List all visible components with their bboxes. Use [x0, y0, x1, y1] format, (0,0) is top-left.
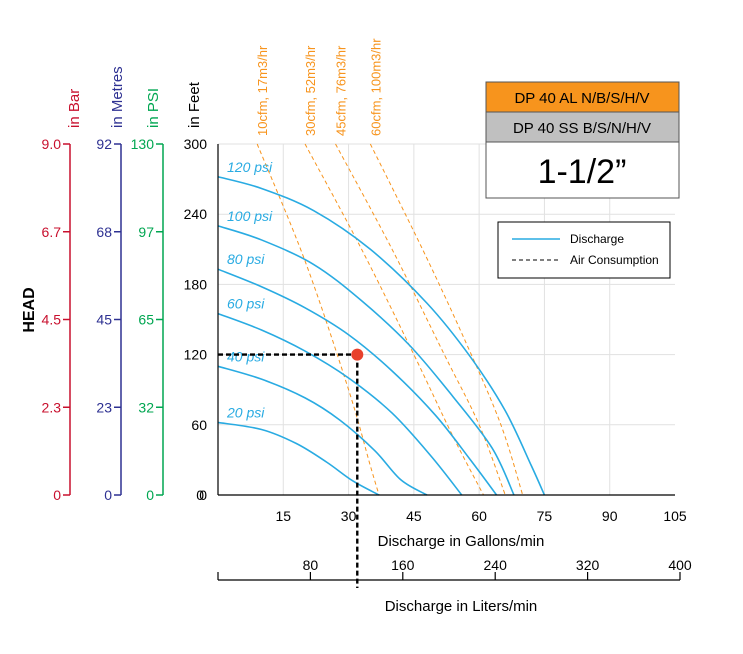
feet-axis-title: in Feet [186, 81, 203, 128]
bar-tick-label: 6.7 [42, 224, 62, 240]
feet-tick-label: 180 [184, 276, 208, 292]
operating-point [218, 348, 364, 588]
feet-axis: in Feet 0 60 120 180 240 300 [184, 81, 208, 503]
discharge-curve-label: 120 psi [227, 159, 273, 175]
air-line [369, 143, 524, 496]
gallons-tick-label: 105 [663, 508, 687, 524]
liters-axis-title: Discharge in Liters/min [385, 598, 538, 615]
legend: Discharge Air Consumption [497, 221, 671, 279]
discharge-curves: 120 psi 100 psi 80 psi 60 psi 40 psi 20 psi [217, 159, 546, 496]
feet-tick-label: 120 [184, 347, 208, 363]
grid [218, 143, 675, 495]
gallons-axis-title: Discharge in Gallons/min [378, 533, 545, 550]
psi-axis-ticks: 0 32 65 97 130 [131, 136, 164, 503]
air-line-label: 60cfm, 100m3/hr [368, 38, 383, 136]
discharge-curve-label: 100 psi [227, 208, 273, 224]
discharge-curve [217, 365, 428, 496]
head-label: HEAD [21, 287, 38, 332]
operating-point-marker [351, 348, 364, 361]
legend-discharge-label: Discharge [570, 232, 624, 246]
metres-tick-label: 45 [96, 312, 112, 328]
liters-tick-label: 320 [576, 557, 600, 573]
gallons-tick-label: 60 [471, 508, 487, 524]
metres-tick-label: 23 [96, 399, 112, 415]
discharge-curve [217, 175, 546, 496]
metres-tick-label: 92 [96, 136, 112, 152]
feet-tick-label: 0 [196, 487, 204, 503]
discharge-curve-label: 60 psi [227, 296, 265, 312]
air-line [304, 143, 484, 496]
psi-tick-label: 97 [138, 224, 154, 240]
metres-tick-label: 0 [104, 487, 112, 503]
liters-tick-label: 240 [484, 557, 508, 573]
model-ss-label: DP 40 SS B/S/N/H/V [513, 120, 651, 137]
gallons-tick-label: 75 [537, 508, 553, 524]
metres-tick-label: 68 [96, 224, 112, 240]
legend-box [497, 221, 671, 279]
psi-tick-label: 65 [138, 312, 154, 328]
discharge-curve-label: 20 psi [226, 404, 265, 420]
discharge-curve-label: 40 psi [227, 348, 265, 364]
psi-tick-label: 0 [146, 487, 154, 503]
size-box [485, 141, 680, 199]
bar-tick-label: 0 [53, 487, 61, 503]
discharge-curve-label: 80 psi [227, 251, 265, 267]
gallons-tick-label: 15 [275, 508, 291, 524]
air-line [256, 143, 380, 496]
bar-tick-label: 9.0 [42, 136, 62, 152]
feet-tick-label: 300 [184, 136, 208, 152]
discharge-curve [217, 312, 463, 496]
gallons-tick-label: 45 [406, 508, 422, 524]
liters-tick-label: 160 [391, 557, 415, 573]
metres-axis-ticks: 0 23 45 68 92 [96, 136, 122, 503]
legend-air-label: Air Consumption [570, 253, 659, 267]
psi-axis: in PSI 0 32 65 97 130 [131, 88, 164, 503]
size-label: 1-1/2” [538, 153, 627, 191]
bar-axis-ticks: 0 2.3 4.5 6.7 9.0 [42, 136, 71, 503]
feet-tick-label: 240 [184, 206, 208, 222]
model-boxes: DP 40 AL N/B/S/H/V DP 40 SS B/S/N/H/V 1-… [485, 81, 680, 199]
liters-tick-label: 80 [303, 557, 319, 573]
air-consumption-lines: 10cfm, 17m3/hr 30cfm, 52m3/hr 45cfm, 76m3/… [255, 38, 524, 496]
psi-axis-title: in PSI [145, 88, 162, 128]
gallons-axis-ticks: 15 30 45 60 75 90 105 0 [196, 487, 687, 524]
psi-tick-label: 32 [138, 399, 154, 415]
model-al-label: DP 40 AL N/B/S/H/V [514, 90, 649, 107]
discharge-curve [217, 268, 498, 496]
gallons-tick-label: 90 [602, 508, 618, 524]
air-line-label: 30cfm, 52m3/hr [303, 45, 318, 136]
bar-tick-label: 4.5 [42, 312, 62, 328]
feet-tick-label: 60 [191, 417, 207, 433]
discharge-curve [217, 421, 380, 496]
model-ss-box [485, 111, 680, 143]
bar-axis: in Bar 0 2.3 4.5 6.7 9.0 [42, 89, 83, 503]
air-line [335, 143, 506, 496]
air-line-label: 45cfm, 76m3/hr [334, 45, 349, 136]
air-line-label: 10cfm, 17m3/hr [255, 45, 270, 136]
psi-tick-label: 130 [131, 136, 155, 152]
gallons-tick-label: 30 [341, 508, 357, 524]
bar-tick-label: 2.3 [42, 399, 62, 415]
metres-axis: in Metres 0 23 45 68 92 [96, 66, 126, 503]
liters-axis: 80 160 240 320 400 [217, 557, 692, 581]
feet-tick-label: 0 [199, 487, 207, 503]
liters-tick-label: 400 [668, 557, 692, 573]
feet-axis-ticks: 0 60 120 180 240 300 [184, 136, 208, 503]
metres-axis-title: in Metres [109, 66, 126, 128]
bar-axis-title: in Bar [66, 89, 83, 128]
plot-frame [217, 144, 675, 496]
model-al-box [485, 81, 680, 113]
discharge-curve [217, 225, 515, 496]
